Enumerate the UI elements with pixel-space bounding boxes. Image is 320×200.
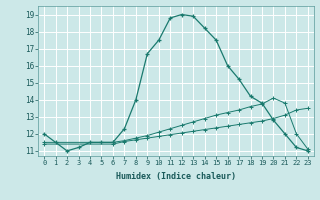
X-axis label: Humidex (Indice chaleur): Humidex (Indice chaleur): [116, 172, 236, 181]
